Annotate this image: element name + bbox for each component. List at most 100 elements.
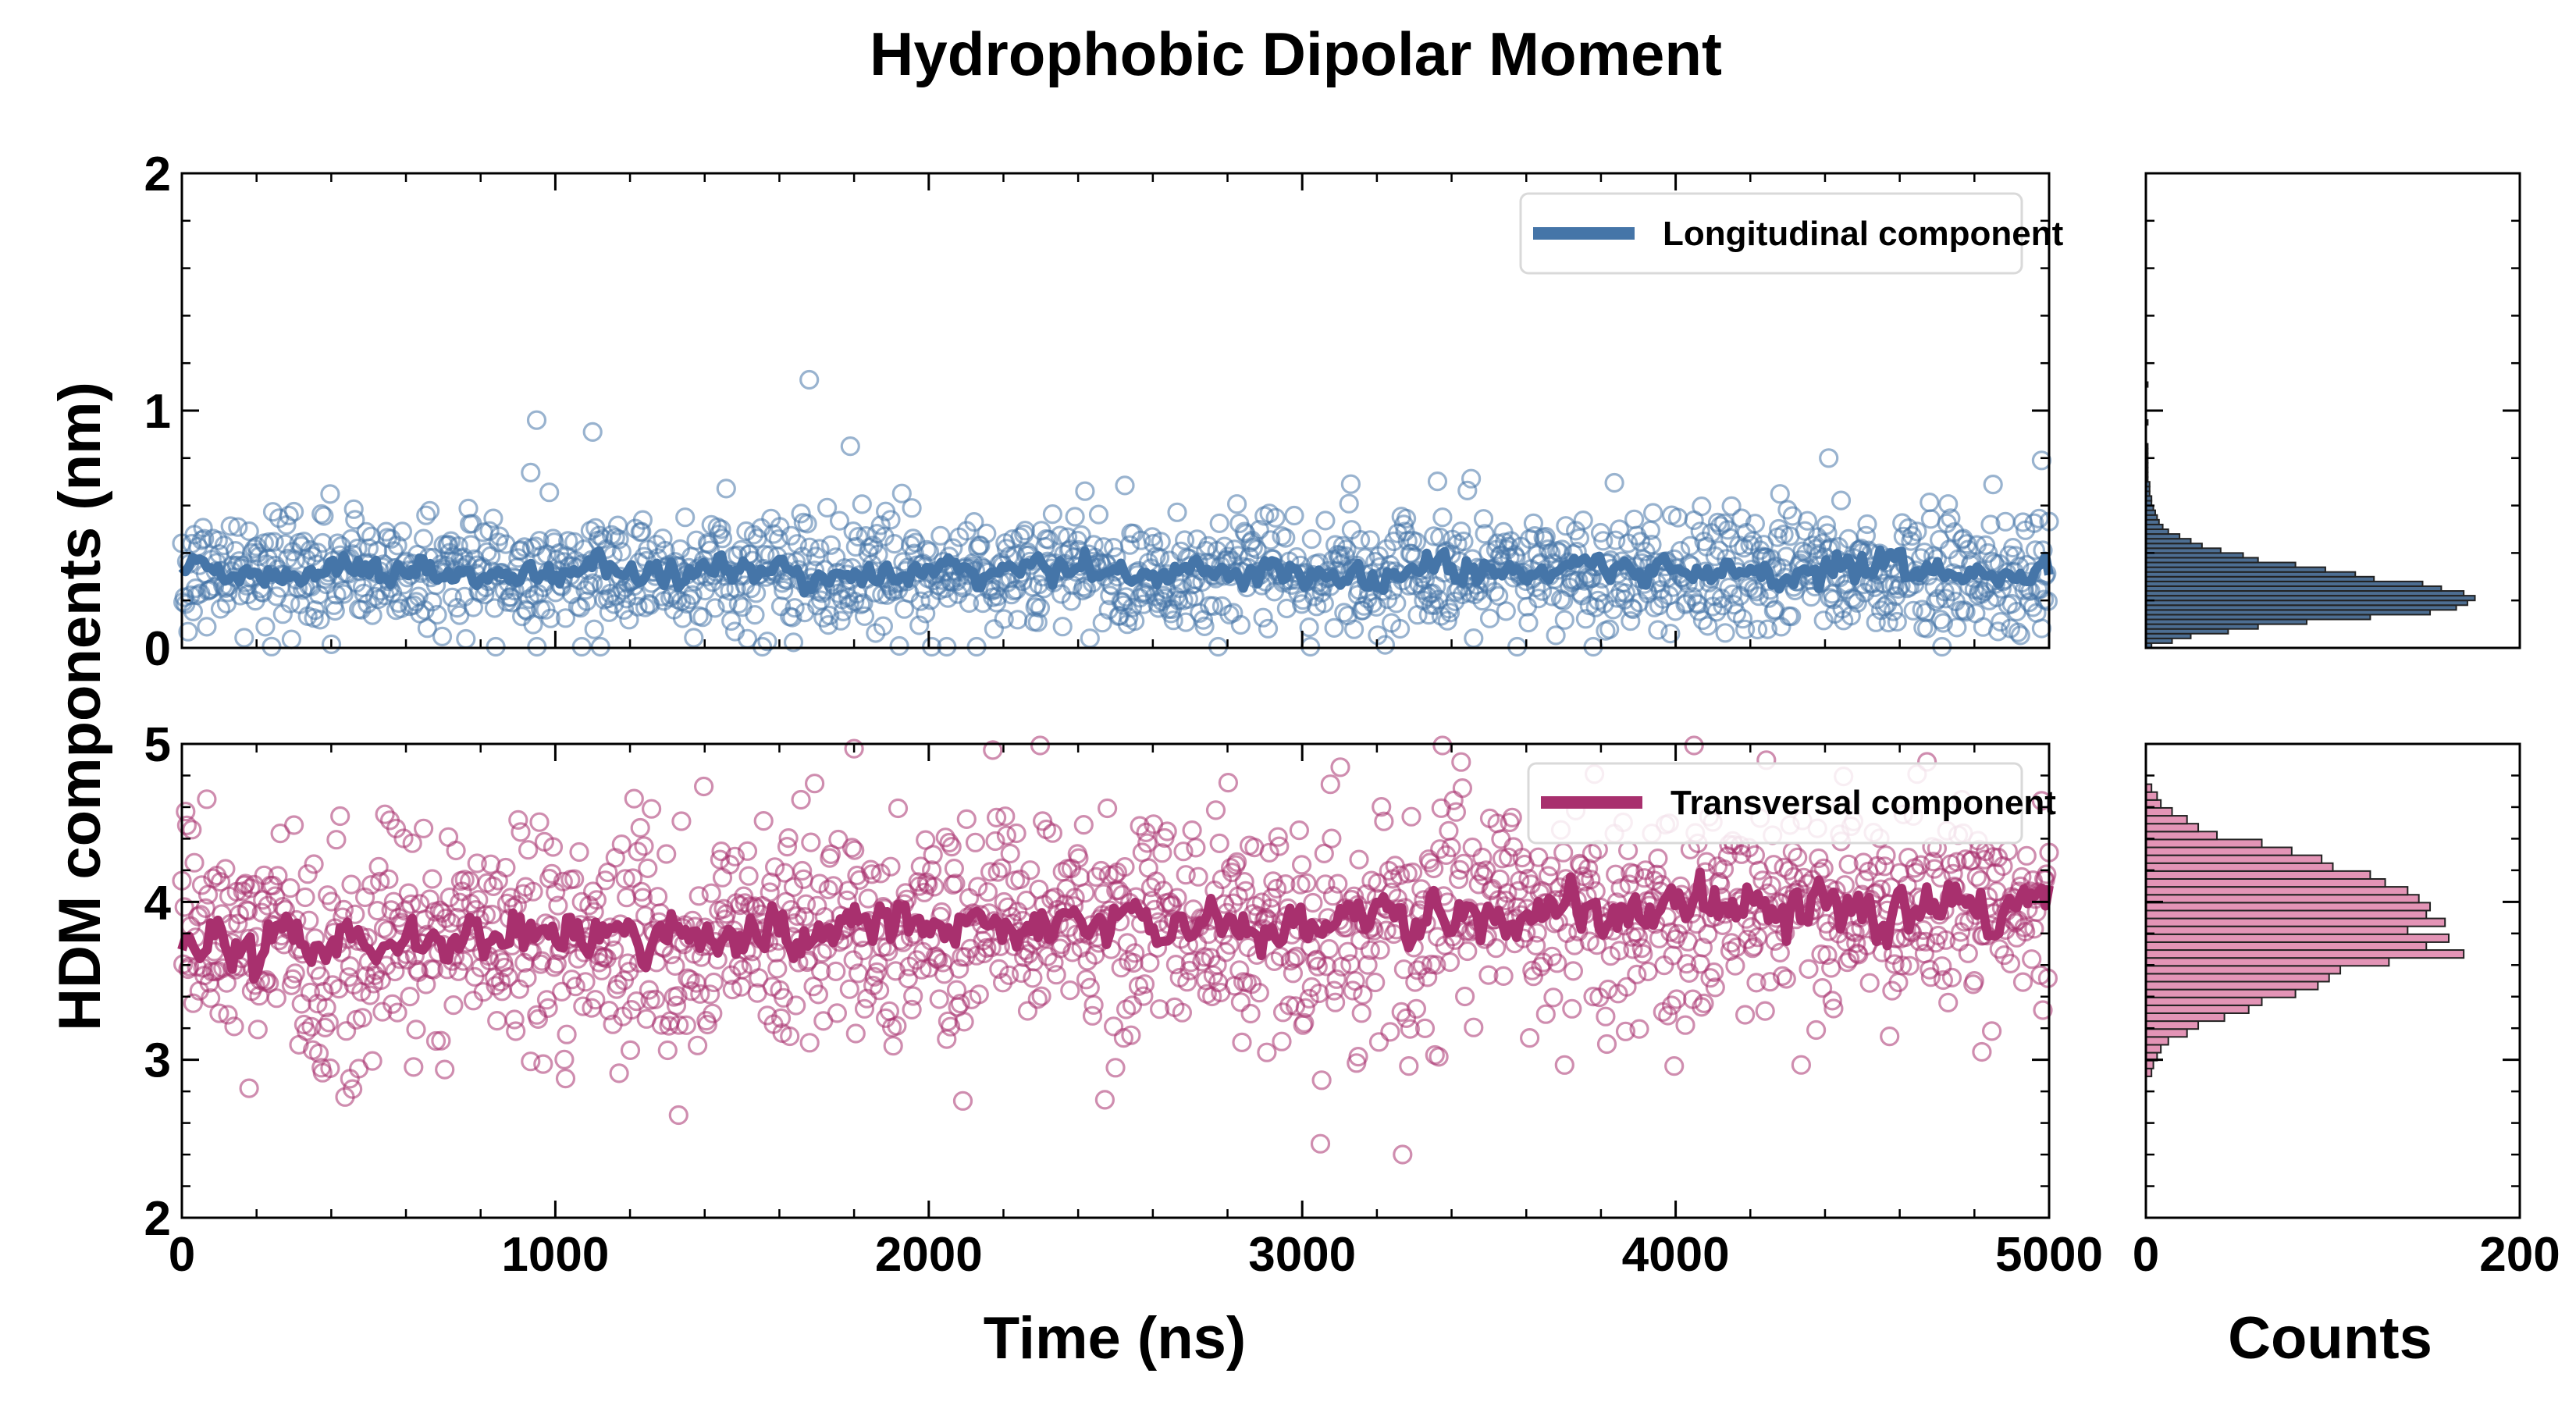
scatter-point [986,807,1007,828]
scatter-point [1080,628,1100,649]
scatter-point [431,1030,451,1051]
scatter-point [949,959,970,979]
scatter-point [182,820,202,840]
scatter-point [1406,998,1427,1019]
scatter-point [358,538,379,558]
scatter-point [1742,916,1762,938]
scatter-point [1740,535,1760,555]
scatter-point [1593,531,1614,551]
scatter-point [1745,514,1765,534]
histogram-bar [2145,862,2334,872]
scatter-point [984,619,1005,639]
scatter-point [1892,513,1912,533]
histogram-bar [2145,933,2450,943]
scatter-point [370,871,390,891]
bottom-legend: Transversal component [1527,762,2056,845]
scatter-point [854,998,875,1019]
scatter-point [1406,532,1427,552]
scatter-point [873,616,894,636]
scatter-point [1677,954,1697,974]
scatter-point [1234,871,1254,892]
scatter-point [475,905,496,925]
scatter-point [1130,816,1150,836]
running-average-line [178,545,2054,598]
scatter-point [1042,823,1063,843]
scatter-point [1105,1058,1126,1078]
scatter-point [985,831,1005,852]
scatter-point [361,874,382,895]
scatter-point [697,1014,718,1035]
scatter-point [548,895,568,916]
scatter-point [1732,609,1753,629]
scatter-point [1315,511,1336,531]
histogram-bar [2145,886,2409,896]
scatter-point [1813,858,1834,879]
scatter-point [676,1015,696,1036]
histogram-bar [2145,988,2297,998]
scatter-point [1219,934,1240,955]
scatter-point [327,533,348,553]
scatter-point [281,629,301,649]
scatter-point [2012,972,2033,992]
x-axis-label-time: Time (ns) [984,1305,1246,1372]
scatter-point [456,628,476,649]
scatter-point [989,959,1009,980]
scatter-point [1020,860,1041,881]
scatter-point [1451,752,1471,772]
scatter-point [820,535,841,555]
scatter-point [1400,1019,1421,1039]
scatter-point [1880,1026,1900,1047]
scatter-point [1723,584,1743,604]
scatter-point [1706,602,1727,622]
scatter-point [1684,735,1704,756]
scatter-point [1884,954,1905,974]
scatter-point [1289,820,1310,841]
scatter-point [764,857,785,877]
scatter-point [898,968,918,989]
scatter-point [969,984,989,1005]
x-tick-label: 5000 [1995,1228,2103,1282]
scatter-point [687,1035,708,1055]
scatter-point [1265,507,1286,528]
scatter-point [1930,610,1951,630]
scatter-point [1660,623,1681,644]
scatter-point [809,539,830,559]
scatter-point [1322,886,1343,906]
scatter-point [2003,537,2023,558]
scatter-point [1911,855,1931,875]
x-tick-label: 2000 [875,1228,983,1282]
top-histogram [2144,172,2521,649]
scatter-point [557,1024,577,1044]
scatter-point [1429,1047,1449,1067]
scatter-point [506,1021,526,1041]
scatter-point [484,598,505,618]
scatter-point [1633,550,1653,570]
scatter-point [1920,492,1940,513]
scatter-point [1813,610,1834,631]
scatter-point [1596,1034,1617,1055]
scatter-point [657,1040,678,1061]
scatter-point [1247,539,1267,560]
scatter-point [1163,610,1183,631]
scatter-point [387,535,407,556]
scatter-point [1610,878,1631,898]
scatter-point [1038,529,1059,550]
axes-frame [180,742,2051,1219]
histogram-bar [2145,831,2218,841]
scatter-point [1903,600,1923,621]
scatter-point [785,598,805,618]
scatter-point [1694,993,1714,1014]
scatter-point [1069,848,1089,868]
scatter-point [1427,471,1448,492]
scatter-point [1487,533,1507,553]
scatter-point [316,998,336,1018]
scatter-point [1941,967,1962,988]
scatter-point [1791,1055,1811,1075]
scatter-point [1589,582,1610,603]
scatter-point [1374,811,1394,831]
scatter-point [1547,953,1567,973]
scatter-point [929,989,949,1009]
scatter-point [1311,1070,1332,1091]
x-tick-label: 0 [169,1228,195,1282]
scatter-point [1042,503,1063,525]
